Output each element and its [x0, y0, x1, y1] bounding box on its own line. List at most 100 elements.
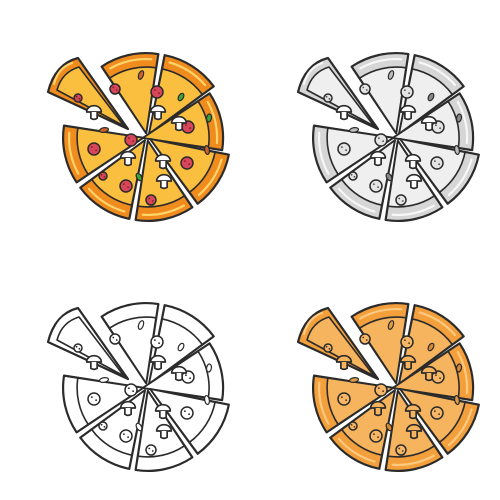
- basil-icon: [135, 172, 143, 182]
- crust-shine: [418, 311, 457, 337]
- toppings: [337, 70, 463, 206]
- mushroom-icon: [154, 403, 172, 420]
- crust-shine: [68, 381, 80, 425]
- basil-icon: [455, 113, 463, 123]
- slice-cheese: [398, 68, 454, 135]
- olive-icon: [454, 144, 460, 156]
- pepperoni-icon: [400, 85, 414, 99]
- crust-shine: [391, 454, 435, 466]
- pepperoni-icon: [348, 421, 358, 431]
- olive-icon: [137, 320, 145, 330]
- basil-icon: [205, 363, 213, 373]
- pepperoni-icon: [124, 383, 138, 397]
- olive-icon: [348, 127, 360, 133]
- pizza-svg: [46, 52, 230, 222]
- mushroom-icon: [335, 354, 353, 371]
- pepperoni-icon: [348, 171, 358, 181]
- mushroom-icon: [420, 115, 438, 132]
- pizza-svg: [296, 302, 480, 472]
- mushroom-icon: [405, 423, 423, 440]
- olive-icon: [348, 377, 360, 383]
- basil-icon: [177, 92, 185, 102]
- crust-shine: [197, 158, 223, 197]
- olive-icon: [204, 394, 210, 406]
- mushroom-icon: [170, 115, 188, 132]
- mushroom-icon: [154, 153, 172, 170]
- pepperoni-icon: [87, 142, 101, 156]
- pizza-svg: [296, 52, 480, 222]
- mushroom-icon: [404, 403, 422, 420]
- loose-slice: [46, 56, 130, 131]
- pepperoni-icon: [145, 194, 157, 206]
- pizza-icon-outline: [0, 250, 250, 500]
- pepperoni-icon: [323, 93, 333, 103]
- pepperoni-icon: [180, 406, 194, 420]
- mushroom-icon: [404, 153, 422, 170]
- crust-shine: [206, 350, 219, 395]
- crust-shine: [168, 311, 207, 337]
- olive-icon: [454, 394, 460, 406]
- basil-icon: [385, 422, 393, 432]
- olive-icon: [98, 377, 110, 383]
- crust-shine: [52, 311, 74, 336]
- pepperoni-icon: [374, 383, 388, 397]
- mushroom-icon: [170, 365, 188, 382]
- pepperoni-icon: [369, 179, 383, 193]
- pepperoni-icon: [150, 85, 164, 99]
- mushroom-icon: [119, 400, 137, 417]
- crust-shine: [391, 204, 435, 216]
- mushroom-icon: [149, 354, 167, 371]
- pepperoni-icon: [180, 156, 194, 170]
- pepperoni-icon: [400, 335, 414, 349]
- pepperoni-icon: [369, 429, 383, 443]
- pepperoni-icon: [337, 142, 351, 156]
- loose-slice: [296, 56, 380, 131]
- crust-shine: [87, 437, 126, 463]
- crust-shine: [68, 131, 80, 175]
- slice-cheese: [358, 316, 407, 384]
- pepperoni-icon: [430, 156, 444, 170]
- toppings: [337, 320, 463, 456]
- slice-cheese: [137, 390, 186, 458]
- loose-slice: [296, 306, 380, 381]
- basil-icon: [135, 422, 143, 432]
- pepperoni-icon: [73, 93, 83, 103]
- pizza-icon-orange: [250, 250, 500, 500]
- mushroom-icon: [405, 173, 423, 190]
- slice-cheese: [108, 66, 157, 134]
- crust-shine: [87, 187, 126, 213]
- mushroom-icon: [399, 354, 417, 371]
- crust-shine: [337, 437, 376, 463]
- slice-cheese: [358, 66, 407, 134]
- mushroom-icon: [155, 173, 173, 190]
- toppings: [87, 70, 213, 206]
- crust-shine: [337, 187, 376, 213]
- mushroom-icon: [420, 365, 438, 382]
- pepperoni-icon: [359, 83, 371, 95]
- basil-icon: [427, 92, 435, 102]
- crust-shine: [141, 454, 185, 466]
- pepperoni-icon: [374, 133, 388, 147]
- pepperoni-icon: [395, 444, 407, 456]
- pepperoni-icon: [431, 370, 445, 384]
- pizza-whole: [312, 302, 480, 472]
- crust-shine: [359, 58, 403, 70]
- mushroom-icon: [335, 104, 353, 121]
- pepperoni-icon: [430, 406, 444, 420]
- mushroom-icon: [369, 400, 387, 417]
- basil-icon: [455, 363, 463, 373]
- pepperoni-icon: [98, 421, 108, 431]
- pepperoni-icon: [395, 194, 407, 206]
- slice-cheese: [56, 66, 125, 127]
- slice-cheese: [148, 68, 204, 135]
- pepperoni-icon: [109, 333, 121, 345]
- crust-shine: [456, 350, 469, 395]
- mushroom-icon: [85, 354, 103, 371]
- basil-icon: [385, 172, 393, 182]
- crust-shine: [456, 100, 469, 145]
- toppings: [87, 320, 213, 456]
- crust-shine: [318, 381, 330, 425]
- slice-cheese: [306, 316, 375, 377]
- pepperoni-icon: [124, 133, 138, 147]
- pepperoni-icon: [87, 392, 101, 406]
